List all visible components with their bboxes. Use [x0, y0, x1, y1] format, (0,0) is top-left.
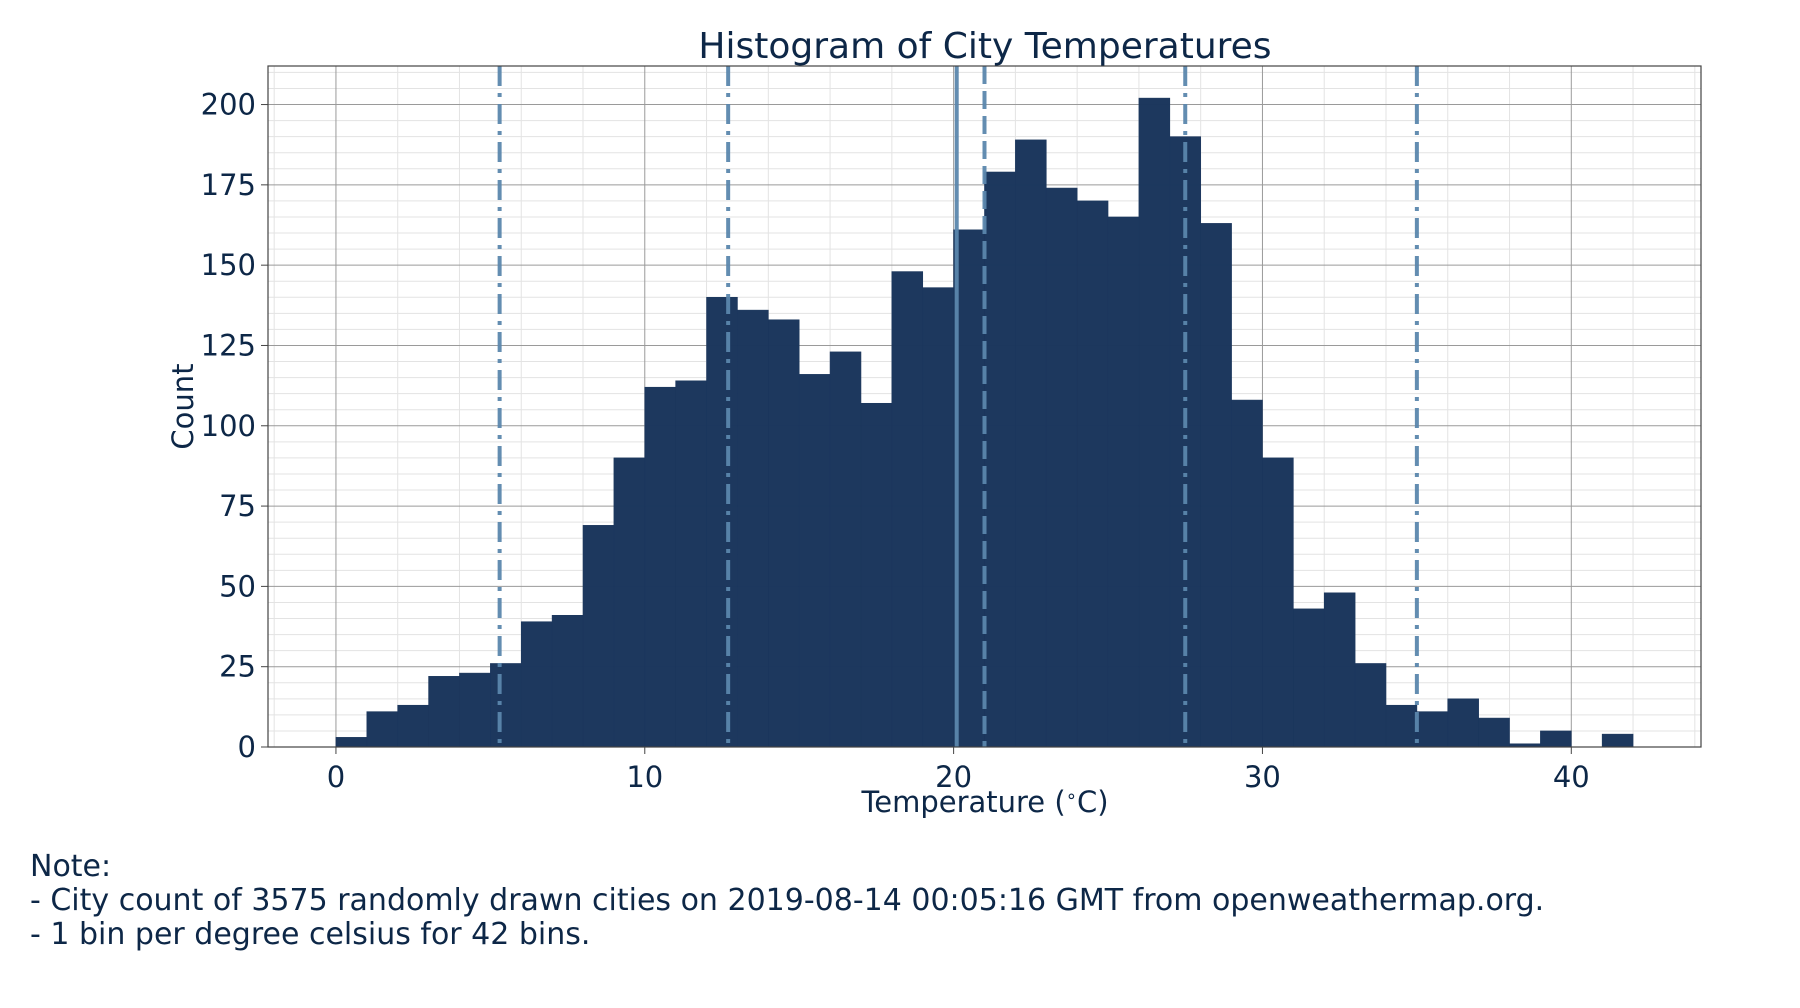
histogram-bar [644, 386, 676, 748]
histogram-bar [459, 672, 491, 748]
histogram-bar [1200, 223, 1232, 748]
histogram-bar [1076, 200, 1109, 748]
histogram-bar [1478, 717, 1510, 748]
histogram-bar [1107, 216, 1140, 748]
histogram-bar [1045, 187, 1078, 748]
histogram-bar [1015, 139, 1047, 748]
histogram-bar [891, 271, 924, 748]
histogram-bar [1385, 704, 1418, 748]
reference-lines [497, 66, 1419, 747]
histogram-bar [428, 676, 460, 748]
x-axis-label: Temperature (∘C) [860, 785, 1108, 819]
x-tick-label: 10 [626, 760, 663, 794]
histogram-bar [1231, 399, 1263, 748]
histogram-bar [1138, 97, 1171, 748]
histogram-bar [397, 704, 429, 748]
chart-note: Note: - City count of 3575 randomly draw… [30, 850, 1544, 952]
histogram-bar [1293, 608, 1325, 748]
histogram-bar [1447, 698, 1479, 748]
histogram-bar [490, 663, 522, 748]
histogram-bar [1262, 457, 1294, 748]
histogram-bar [1416, 711, 1449, 748]
x-tick-label: 0 [327, 760, 345, 794]
axis-ticks: 0 10 20 30 40 0 25 50 75 100 125 150 175 200 [201, 88, 1590, 794]
histogram-bar [366, 711, 399, 748]
y-tick-label: 75 [219, 489, 256, 523]
histogram-bar [1601, 733, 1634, 748]
histogram-bar [798, 374, 831, 748]
histogram-bar [520, 621, 553, 748]
plot-frame [267, 65, 1702, 748]
histogram-bar [984, 171, 1016, 748]
histogram-bar [953, 229, 985, 748]
histogram-bar [551, 614, 584, 748]
histogram-bar [737, 309, 769, 748]
histogram-bar [768, 319, 800, 748]
note-line: - City count of 3575 randomly drawn citi… [30, 883, 1545, 918]
histogram-bar [1323, 592, 1356, 748]
y-tick-label: 200 [201, 88, 256, 122]
y-tick-label: 100 [201, 409, 256, 443]
note-heading: Note: [30, 849, 112, 884]
histogram-bar [1354, 663, 1387, 748]
chart-title: Histogram of City Temperatures [698, 26, 1271, 67]
note-line: - 1 bin per degree celsius for 42 bins. [30, 917, 591, 952]
histogram-bar [582, 525, 615, 748]
x-tick-label: 20 [935, 760, 972, 794]
histogram-bar [335, 737, 368, 748]
histogram-bar [706, 296, 738, 748]
x-tick-label: 30 [1244, 760, 1281, 794]
x-tick-label: 40 [1553, 760, 1590, 794]
histogram-bar [675, 380, 707, 748]
histogram-bar [860, 402, 893, 748]
y-tick-label: 175 [201, 168, 256, 202]
y-tick-label: 50 [219, 569, 256, 603]
histogram-bar [829, 351, 862, 748]
histogram-bar [1540, 730, 1572, 748]
y-tick-label: 150 [201, 248, 256, 282]
y-tick-label: 125 [201, 328, 256, 362]
histogram-bar [613, 457, 646, 748]
y-axis-label: Count [166, 363, 200, 449]
histogram-bar [922, 287, 954, 748]
y-tick-label: 0 [238, 730, 256, 764]
y-tick-label: 25 [219, 650, 256, 684]
